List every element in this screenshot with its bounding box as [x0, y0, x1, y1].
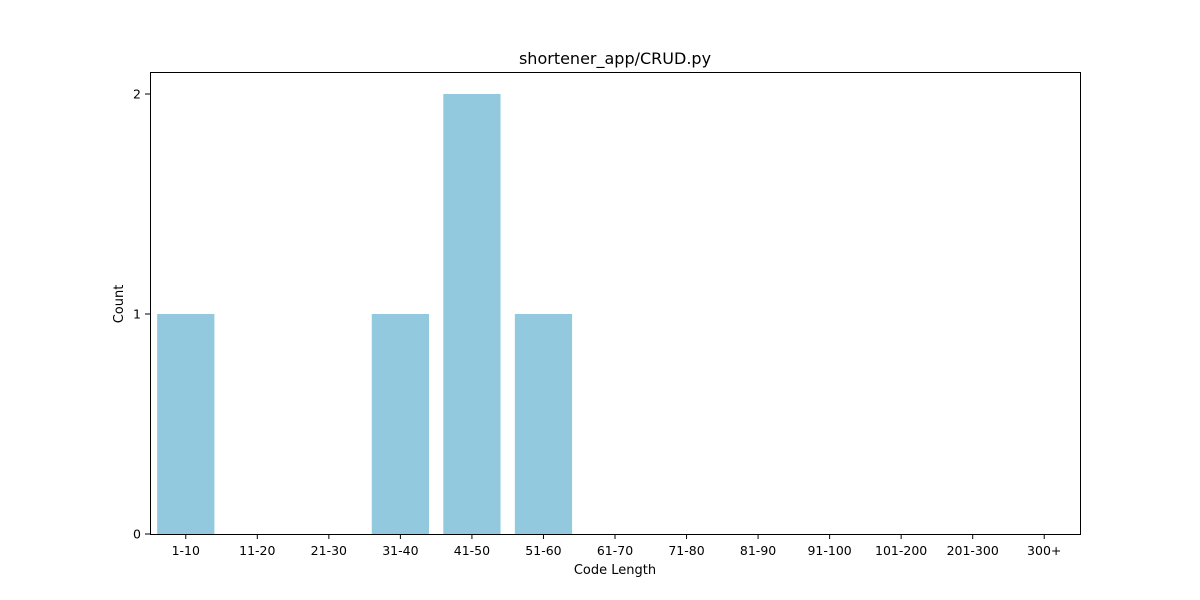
- y-axis-ticks: 0 1 2: [133, 87, 150, 542]
- y-axis-label: Count: [112, 285, 127, 324]
- x-tick-label: 201-300: [947, 543, 999, 558]
- x-axis-label: Code Length: [574, 563, 656, 578]
- bar-51-60: [515, 314, 572, 534]
- y-tick-label: 2: [133, 87, 141, 102]
- x-tick-label: 81-90: [740, 543, 776, 558]
- x-tick-label: 21-30: [311, 543, 347, 558]
- x-axis-ticks: 1-10 11-20 21-30 31-40 41-50 51-60 61-70 71-80 8…: [172, 534, 1062, 558]
- x-tick-label: 41-50: [454, 543, 490, 558]
- chart-title: shortener_app/CRUD.py: [519, 49, 711, 69]
- bars-group: [157, 94, 572, 534]
- bar-41-50: [443, 94, 500, 534]
- x-tick-label: 101-200: [875, 543, 927, 558]
- x-tick-label: 51-60: [525, 543, 561, 558]
- y-tick-label: 0: [133, 527, 141, 542]
- y-tick-label: 1: [133, 307, 141, 322]
- x-tick-label: 31-40: [382, 543, 418, 558]
- x-tick-label: 11-20: [239, 543, 275, 558]
- x-tick-label: 300+: [1027, 543, 1061, 558]
- x-tick-label: 91-100: [807, 543, 851, 558]
- bar-1-10: [157, 314, 214, 534]
- x-tick-label: 1-10: [172, 543, 200, 558]
- x-tick-label: 61-70: [597, 543, 633, 558]
- plot-frame: [151, 73, 1081, 535]
- x-tick-label: 71-80: [668, 543, 704, 558]
- bar-31-40: [372, 314, 429, 534]
